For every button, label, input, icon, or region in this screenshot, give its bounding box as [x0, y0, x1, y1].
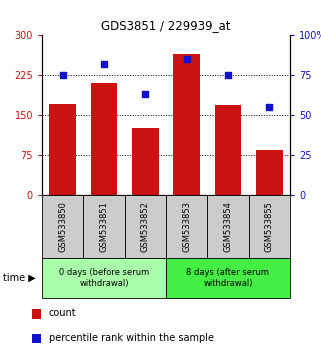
- Point: [143, 91, 148, 97]
- Text: 8 days (after serum
withdrawal): 8 days (after serum withdrawal): [187, 268, 270, 288]
- Bar: [166, 195, 207, 258]
- Bar: [132, 129, 159, 195]
- Bar: [91, 83, 117, 195]
- Text: 0 days (before serum
withdrawal): 0 days (before serum withdrawal): [59, 268, 149, 288]
- Title: GDS3851 / 229939_at: GDS3851 / 229939_at: [101, 19, 231, 33]
- Bar: [32, 334, 41, 343]
- Bar: [173, 54, 200, 195]
- Bar: [249, 195, 290, 258]
- Bar: [207, 195, 249, 258]
- Text: GSM533853: GSM533853: [182, 201, 191, 252]
- Text: GSM533852: GSM533852: [141, 201, 150, 252]
- Text: percentile rank within the sample: percentile rank within the sample: [49, 333, 214, 343]
- Bar: [166, 258, 290, 298]
- Text: GSM533854: GSM533854: [223, 201, 232, 252]
- Bar: [49, 104, 76, 195]
- Text: GSM533850: GSM533850: [58, 201, 67, 252]
- Bar: [256, 150, 283, 195]
- Bar: [42, 258, 166, 298]
- Point: [184, 56, 189, 62]
- Bar: [83, 195, 125, 258]
- Point: [225, 72, 230, 78]
- Text: count: count: [49, 308, 76, 319]
- Point: [101, 61, 107, 67]
- Point: [60, 72, 65, 78]
- Point: [267, 104, 272, 110]
- Bar: [125, 195, 166, 258]
- Text: GSM533851: GSM533851: [100, 201, 108, 252]
- Text: time ▶: time ▶: [3, 273, 36, 283]
- Bar: [32, 309, 41, 319]
- Text: GSM533855: GSM533855: [265, 201, 274, 252]
- Bar: [42, 195, 83, 258]
- Bar: [214, 105, 241, 195]
